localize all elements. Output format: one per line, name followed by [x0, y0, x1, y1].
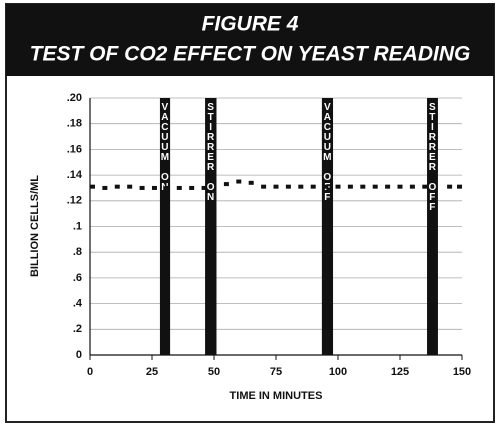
point: [310, 184, 316, 189]
y-tick-label: .12: [67, 195, 82, 207]
point: [102, 185, 108, 190]
event-band: [427, 98, 438, 355]
point: [223, 182, 229, 187]
point: [298, 184, 304, 189]
title-banner: [6, 4, 494, 76]
y-tick-label: .18: [67, 118, 82, 130]
point: [273, 184, 279, 189]
x-tick-label: 100: [329, 366, 347, 378]
x-tick-label: 25: [146, 366, 158, 378]
point: [248, 180, 254, 185]
y-tick-label: .2: [73, 323, 82, 335]
point: [397, 184, 403, 189]
event-band: [205, 98, 217, 355]
point: [89, 184, 95, 189]
point: [335, 184, 341, 189]
y-axis-label: BILLION CELLS/ML: [29, 175, 41, 277]
x-tick-label: 50: [208, 366, 220, 378]
point: [236, 179, 242, 184]
x-tick-label: 0: [87, 366, 93, 378]
point: [201, 185, 207, 190]
y-tick-label: .20: [67, 92, 82, 104]
point: [409, 184, 415, 189]
event-label: STIRRER OFF: [427, 102, 438, 212]
point: [385, 184, 391, 189]
point: [151, 185, 157, 190]
x-tick-label: 125: [391, 366, 409, 378]
event-band: [321, 98, 334, 355]
point: [114, 184, 120, 189]
x-axis-label: TIME IN MINUTES: [230, 390, 323, 402]
point: [127, 184, 133, 189]
point: [164, 185, 170, 190]
y-tick-label: .16: [67, 143, 82, 155]
chart-subtitle: TEST OF CO2 EFFECT ON YEAST READING: [30, 43, 471, 66]
point: [176, 185, 182, 190]
y-tick-label: 0: [76, 349, 82, 361]
point: [189, 185, 195, 190]
point: [261, 184, 267, 189]
x-tick-label: 150: [453, 366, 471, 378]
point: [447, 184, 453, 189]
point: [422, 184, 428, 189]
point: [457, 184, 463, 189]
point: [360, 184, 366, 189]
chart-title: FIGURE 4: [202, 13, 299, 36]
point: [139, 185, 145, 190]
y-tick-label: .8: [73, 246, 82, 258]
event-band: [159, 98, 171, 355]
point: [372, 184, 378, 189]
y-tick-label: .6: [73, 272, 82, 284]
event-label: VACUUM ON: [159, 102, 170, 192]
point: [323, 184, 329, 189]
y-tick-label: .14: [67, 169, 83, 181]
y-tick-label: .4: [73, 298, 83, 310]
point: [347, 184, 353, 189]
event-label: VACUUM OFF: [322, 102, 333, 202]
event-label: STIRRER ON: [205, 102, 216, 202]
point: [285, 184, 291, 189]
y-tick-label: .1: [73, 220, 82, 232]
x-tick-label: 75: [270, 366, 282, 378]
